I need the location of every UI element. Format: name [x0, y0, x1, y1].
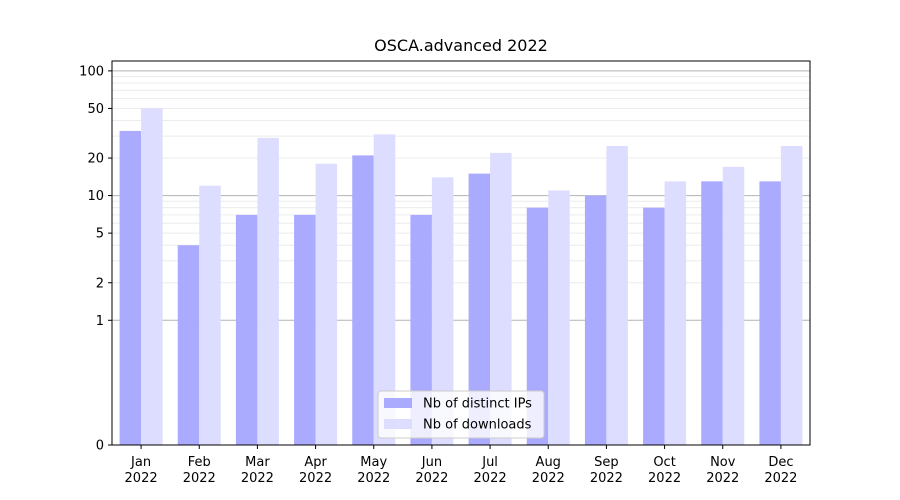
x-tick-label-year: 2022 [590, 471, 623, 486]
bar-distinct-ips-oct [643, 207, 665, 445]
bar-downloads-feb [199, 185, 221, 445]
bar-downloads-may [373, 134, 396, 445]
x-tick-label-year: 2022 [357, 471, 390, 486]
x-tick-label-year: 2022 [764, 471, 797, 486]
bar-downloads-apr [315, 163, 338, 445]
x-tick-label-year: 2022 [183, 471, 216, 486]
bar-downloads-oct [664, 181, 687, 445]
legend: Nb of distinct IPs Nb of downloads [377, 390, 545, 439]
x-tick-label-year: 2022 [241, 471, 274, 486]
x-tick-label-month: Apr [304, 455, 327, 470]
x-tick-label-month: Dec [768, 455, 793, 470]
bar-distinct-ips-dec [759, 181, 781, 445]
bar-distinct-ips-sep [584, 195, 607, 445]
bar-downloads-jun [431, 177, 454, 445]
bar-distinct-ips-feb [177, 245, 200, 445]
legend-label: Nb of downloads [423, 418, 532, 433]
legend-label: Nb of distinct IPs [423, 397, 532, 412]
bar-downloads-nov [722, 166, 745, 445]
bar-distinct-ips-mar [235, 214, 258, 445]
x-tick-label-month: Sep [594, 455, 619, 470]
bar-downloads-sep [606, 145, 628, 446]
legend-box [377, 390, 545, 439]
x-tick-label-month: Oct [653, 455, 675, 470]
legend-swatch [384, 398, 412, 408]
bars [119, 108, 803, 446]
bar-downloads-mar [257, 137, 279, 446]
y-axis: 0 1 2 5 10 20 50 100 [79, 64, 112, 454]
x-tick-label-month: Jun [421, 455, 442, 470]
y-tick-label: 5 [96, 227, 104, 242]
y-tick-label: 2 [96, 276, 104, 291]
y-tick-label: 20 [87, 152, 104, 167]
x-tick-label-year: 2022 [125, 471, 158, 486]
y-tick-label: 0 [96, 439, 104, 454]
bar-downloads-dec [780, 145, 803, 446]
x-tick-label-month: Jan [130, 455, 151, 470]
bar-downloads-jan [141, 108, 163, 446]
bar-distinct-ips-jun [410, 214, 432, 445]
x-axis: Jan2022Feb2022Mar2022Apr2022May2022Jun20… [125, 445, 797, 486]
grid [112, 70, 810, 321]
x-tick-label-month: Jul [481, 455, 498, 470]
chart-title: OSCA.advanced 2022 [374, 36, 548, 55]
x-tick-label-year: 2022 [648, 471, 681, 486]
bar-distinct-ips-aug [526, 207, 549, 445]
y-tick-label: 1 [96, 314, 104, 329]
x-tick-label-month: Aug [536, 455, 561, 470]
bar-downloads-jul [490, 152, 512, 445]
x-tick-label-month: May [360, 455, 387, 470]
x-tick-label-month: Nov [710, 455, 736, 470]
legend-swatch [384, 419, 412, 429]
y-tick-label: 50 [87, 102, 104, 117]
y-tick-label: 10 [87, 189, 104, 204]
bar-downloads-aug [548, 190, 570, 445]
y-tick-label: 100 [79, 64, 104, 79]
bar-distinct-ips-may [352, 155, 374, 445]
x-tick-label-year: 2022 [415, 471, 448, 486]
bar-distinct-ips-nov [701, 181, 723, 445]
x-tick-label-year: 2022 [706, 471, 739, 486]
x-tick-label-year: 2022 [299, 471, 332, 486]
bar-distinct-ips-jan [119, 130, 142, 445]
bar-distinct-ips-apr [294, 214, 316, 445]
x-tick-label-year: 2022 [474, 471, 507, 486]
x-tick-label-month: Feb [188, 455, 211, 470]
x-tick-label-month: Mar [245, 455, 270, 470]
bar-distinct-ips-jul [468, 173, 491, 445]
plot-frame [111, 60, 811, 446]
x-tick-label-year: 2022 [532, 471, 565, 486]
